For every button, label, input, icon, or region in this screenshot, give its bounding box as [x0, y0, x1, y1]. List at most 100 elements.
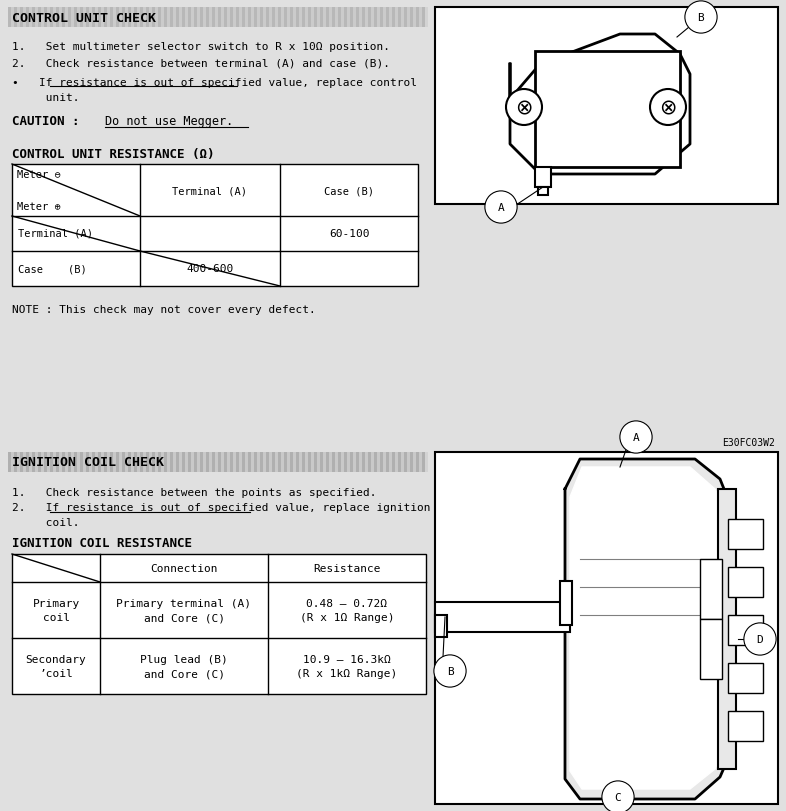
Bar	[419, 453, 422, 473]
Bar	[95, 453, 98, 473]
Bar	[83, 453, 86, 473]
Bar	[8, 453, 425, 473]
Bar	[728, 519, 763, 549]
Bar	[125, 8, 128, 28]
Bar	[251, 8, 254, 28]
Bar	[173, 8, 176, 28]
Bar	[101, 8, 104, 28]
Text: Plug lead (B)
and Core (C): Plug lead (B) and Core (C)	[140, 654, 228, 679]
Bar	[347, 8, 350, 28]
Bar	[179, 453, 182, 473]
Circle shape	[506, 90, 542, 126]
Bar	[341, 453, 344, 473]
Bar	[538, 188, 548, 195]
Bar	[77, 8, 80, 28]
Bar	[95, 8, 98, 28]
Bar	[413, 8, 416, 28]
Bar	[257, 8, 260, 28]
Text: Case    (B): Case (B)	[18, 264, 86, 273]
Bar	[89, 453, 92, 473]
Text: IGNITION COIL CHECK: IGNITION COIL CHECK	[12, 456, 164, 469]
Bar	[59, 8, 62, 28]
Bar	[53, 453, 56, 473]
Bar	[269, 8, 272, 28]
Bar	[101, 453, 104, 473]
Bar	[197, 8, 200, 28]
Text: 10.9 – 16.3kΩ
(R x 1kΩ Range): 10.9 – 16.3kΩ (R x 1kΩ Range)	[296, 654, 398, 679]
Bar	[167, 8, 170, 28]
Text: 0.48 – 0.72Ω
(R x 1Ω Range): 0.48 – 0.72Ω (R x 1Ω Range)	[299, 598, 395, 623]
Bar	[41, 453, 44, 473]
Text: 1.   Set multimeter selector switch to R x 10Ω position.: 1. Set multimeter selector switch to R x…	[12, 42, 390, 52]
Bar	[311, 453, 314, 473]
Bar	[107, 8, 110, 28]
Text: NOTE : This check may not cover every defect.: NOTE : This check may not cover every de…	[12, 305, 316, 315]
Text: Primary terminal (A)
and Core (C): Primary terminal (A) and Core (C)	[116, 598, 252, 623]
Bar	[728, 616, 763, 646]
Bar	[347, 453, 350, 473]
Bar	[269, 453, 272, 473]
Bar	[245, 453, 248, 473]
Bar	[143, 453, 146, 473]
Bar	[435, 453, 778, 804]
Bar	[700, 560, 722, 620]
Bar	[17, 8, 20, 28]
Bar	[299, 453, 302, 473]
Bar	[317, 8, 320, 28]
Bar	[401, 8, 404, 28]
Bar	[275, 453, 278, 473]
Bar	[281, 8, 284, 28]
Bar	[263, 453, 266, 473]
Bar	[359, 8, 362, 28]
Bar	[8, 8, 425, 28]
Bar	[251, 453, 254, 473]
Bar	[23, 453, 26, 473]
Bar	[435, 603, 570, 633]
Bar	[401, 453, 404, 473]
Bar	[435, 616, 447, 637]
Bar	[161, 8, 164, 28]
Bar	[167, 453, 170, 473]
Bar	[191, 8, 194, 28]
Bar	[41, 8, 44, 28]
Bar	[215, 453, 218, 473]
Bar	[383, 453, 386, 473]
Bar	[371, 8, 374, 28]
Text: Resistance: Resistance	[314, 564, 380, 573]
Bar	[35, 453, 38, 473]
Text: Case (B): Case (B)	[324, 186, 374, 195]
Bar	[728, 711, 763, 741]
Bar	[77, 453, 80, 473]
Bar	[728, 663, 763, 693]
Bar	[728, 568, 763, 597]
Bar	[203, 8, 206, 28]
Bar	[323, 8, 326, 28]
Bar	[29, 8, 32, 28]
Text: 400-600: 400-600	[186, 264, 233, 273]
Bar	[425, 453, 428, 473]
Bar	[275, 8, 278, 28]
Bar	[89, 8, 92, 28]
Bar	[365, 453, 368, 473]
Text: ⊗: ⊗	[516, 98, 533, 118]
Text: 1.   Check resistance between the points as specified.: 1. Check resistance between the points a…	[12, 487, 376, 497]
Text: 2.   Check resistance between terminal (A) and case (B).: 2. Check resistance between terminal (A)…	[12, 58, 390, 68]
Bar	[71, 8, 74, 28]
Bar	[535, 52, 680, 168]
Bar	[329, 8, 332, 28]
Bar	[119, 453, 122, 473]
Bar	[119, 8, 122, 28]
Bar	[233, 453, 236, 473]
Bar	[407, 8, 410, 28]
Bar	[281, 453, 284, 473]
Bar	[23, 8, 26, 28]
Bar	[107, 453, 110, 473]
Bar	[149, 453, 152, 473]
Polygon shape	[565, 460, 730, 799]
Bar	[65, 8, 68, 28]
Text: 2.   If resistance is out of specified value, replace ignition: 2. If resistance is out of specified val…	[12, 502, 431, 513]
Text: Meter ⊕: Meter ⊕	[17, 202, 61, 212]
Bar	[257, 453, 260, 473]
Bar	[191, 453, 194, 473]
Bar	[335, 453, 338, 473]
